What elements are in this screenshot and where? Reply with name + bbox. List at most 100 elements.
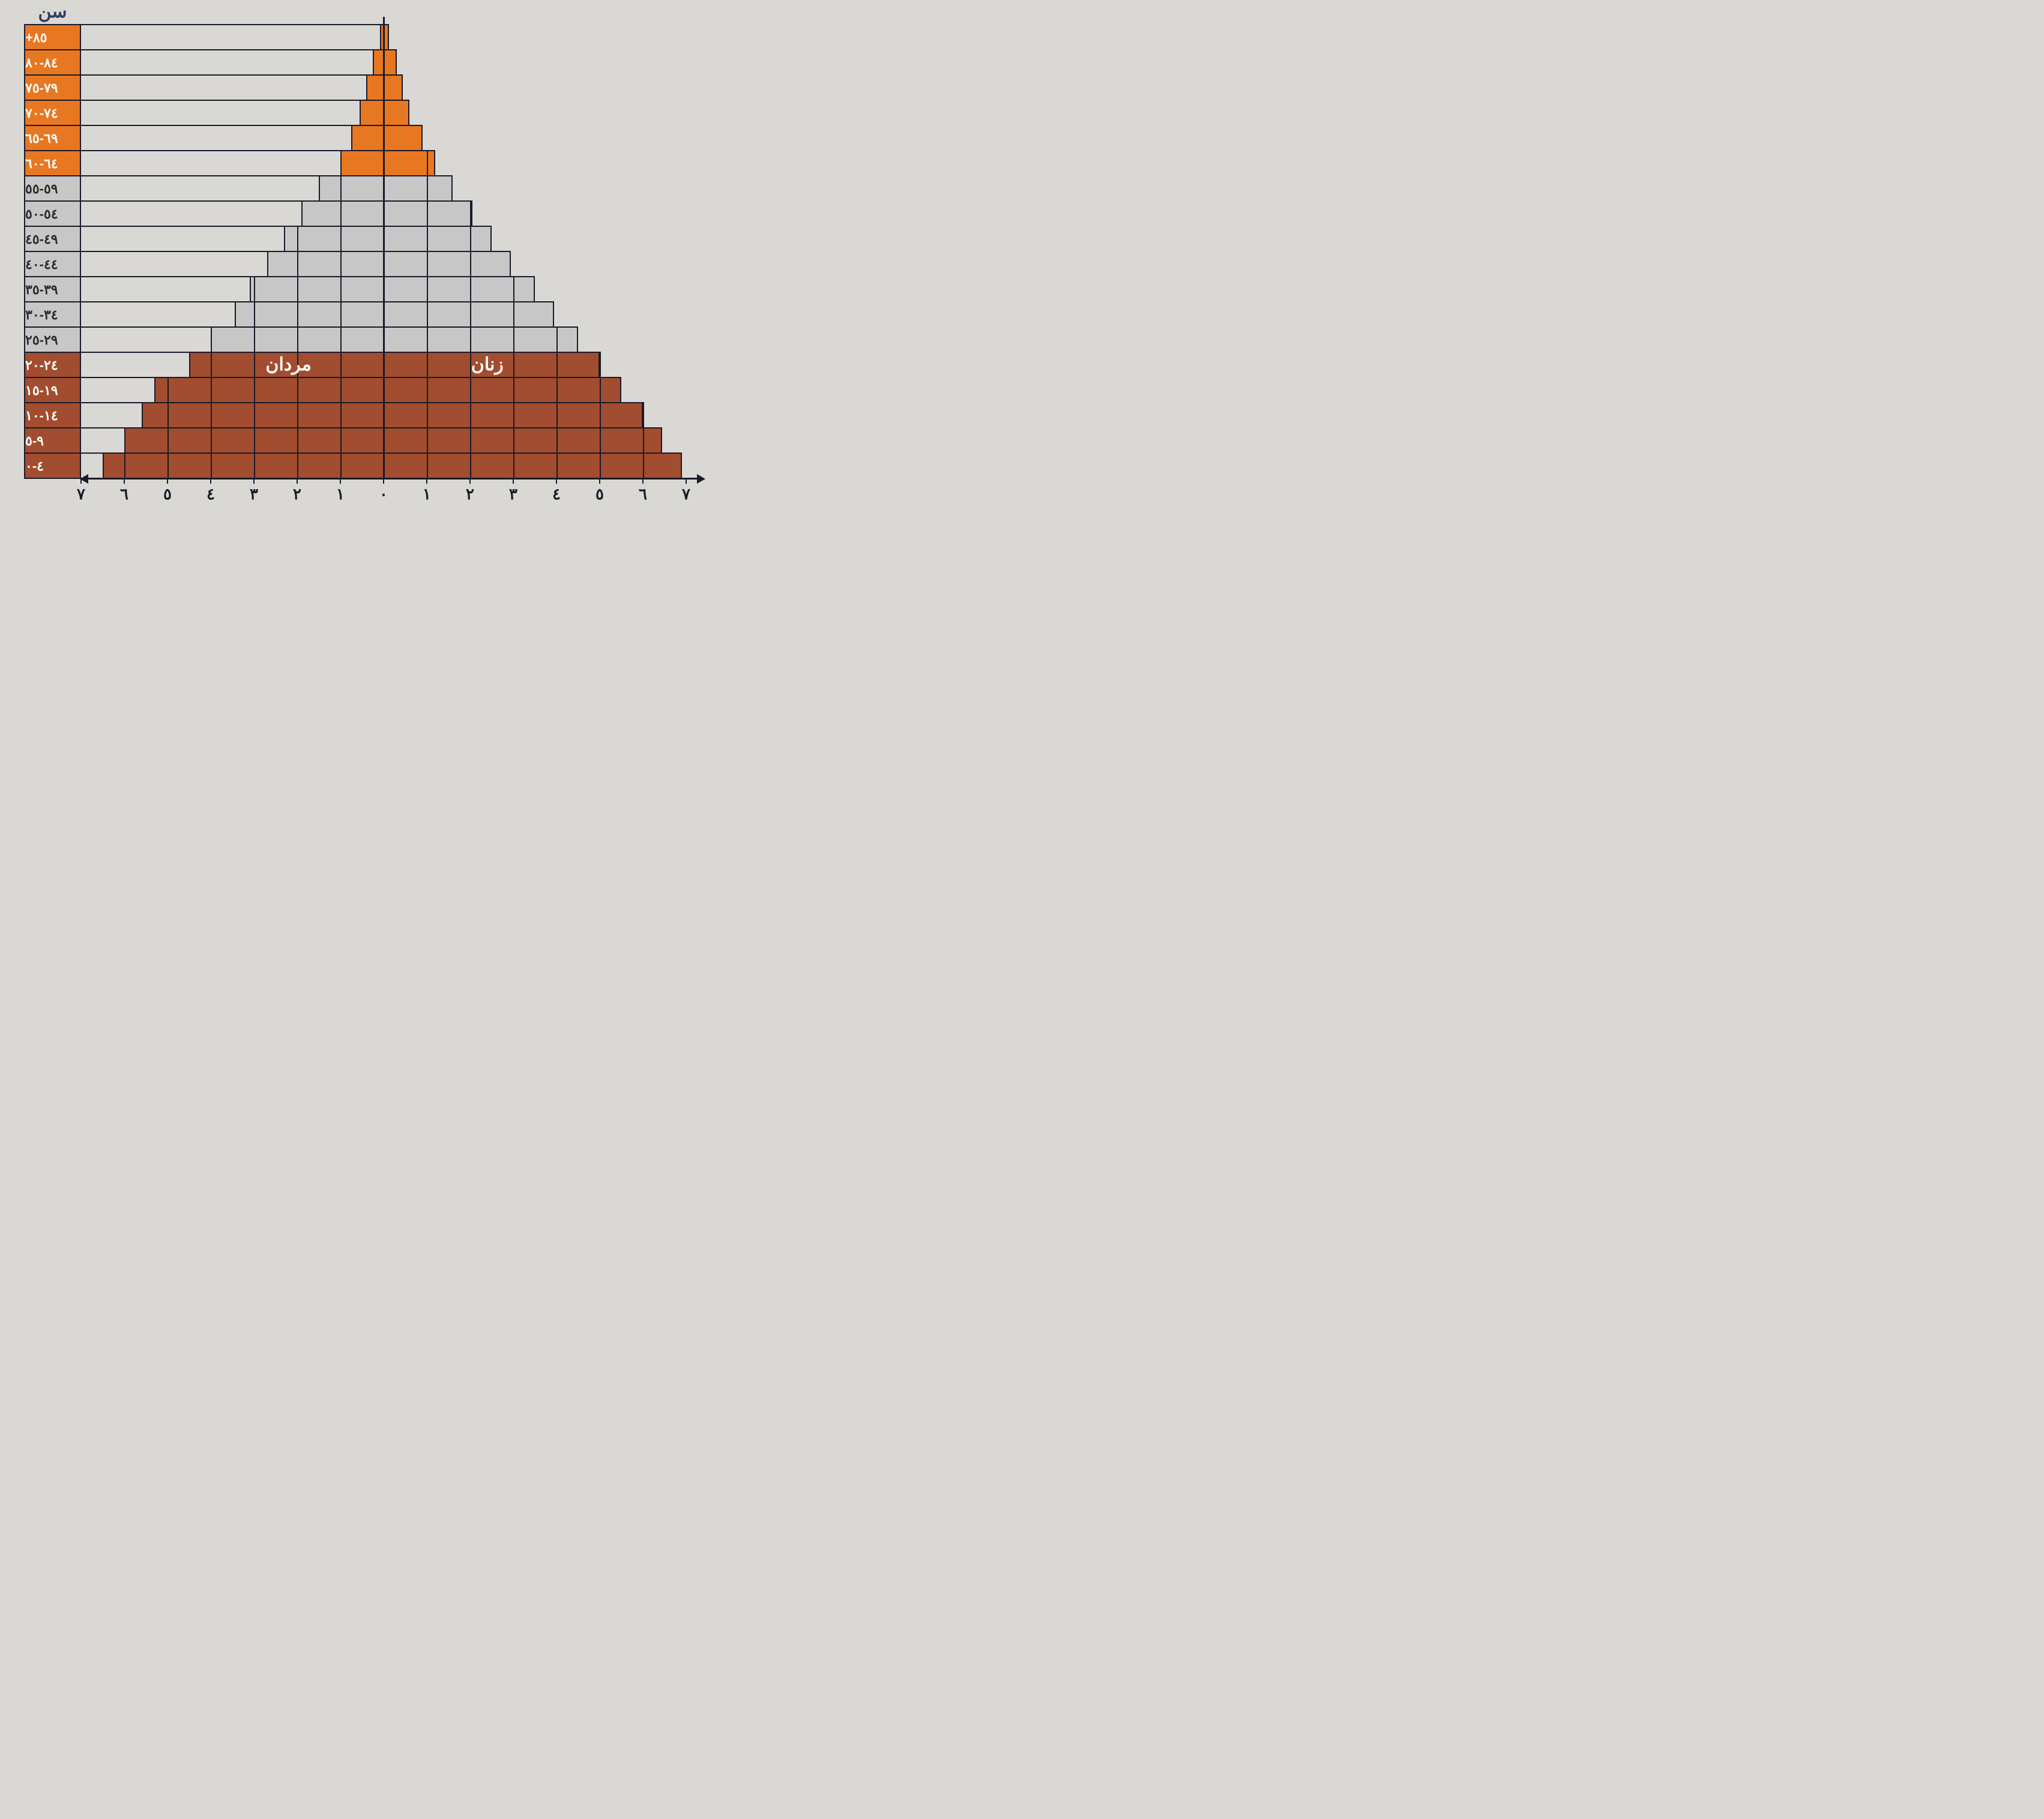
gridline — [427, 326, 428, 353]
connector-line — [81, 175, 319, 176]
center-axis-line — [383, 17, 385, 479]
gridline — [643, 402, 644, 428]
gridline — [340, 276, 342, 302]
gridline — [297, 326, 298, 353]
connector-line — [81, 125, 351, 126]
age-label-text: ٧٠-٧٤ — [25, 106, 58, 121]
x-axis-tick — [80, 478, 82, 484]
age-label: ٥٠-٥٤ — [24, 200, 81, 227]
bar-men — [284, 226, 384, 252]
connector-line — [81, 402, 142, 403]
gridline — [340, 377, 342, 403]
gridline — [167, 427, 169, 454]
gridline — [340, 150, 342, 176]
men-label: مردان — [265, 354, 311, 375]
gridline — [513, 427, 514, 454]
bar-women — [384, 326, 578, 353]
age-label: +٨٥ — [24, 24, 81, 50]
age-label: ٤٥-٤٩ — [24, 226, 81, 252]
x-axis-label: ١ — [423, 485, 431, 504]
connector-line — [81, 49, 373, 50]
gridline — [427, 352, 428, 378]
connector-line — [81, 427, 124, 428]
connector-line — [81, 251, 267, 252]
x-axis-tick — [513, 478, 514, 484]
age-label: ٠-٤ — [24, 452, 81, 479]
age-label: ٧٥-٧٩ — [24, 74, 81, 101]
age-label-text: ٥٠-٥٤ — [25, 206, 58, 222]
x-axis-label: ٤ — [207, 485, 215, 504]
gridline — [600, 452, 601, 479]
x-axis-label: ٣ — [509, 485, 517, 504]
gridline — [556, 352, 558, 378]
bar-women — [384, 301, 554, 328]
connector-line — [81, 74, 366, 76]
gridline — [297, 226, 298, 252]
age-label: ٨٠-٨٤ — [24, 49, 81, 76]
age-label-text: ٦٥-٦٩ — [25, 131, 58, 146]
gridline — [297, 402, 298, 428]
gridline — [340, 352, 342, 378]
age-label: ٦٥-٦٩ — [24, 125, 81, 151]
bar-men — [250, 276, 384, 302]
x-axis-label: ٦ — [120, 485, 128, 504]
age-label-text: ٥٥-٥٩ — [25, 181, 58, 197]
x-axis-label: ١ — [336, 485, 345, 504]
gridline — [470, 226, 471, 252]
gridline — [254, 326, 255, 353]
age-label-text: ٧٥-٧٩ — [25, 80, 58, 96]
connector-line — [81, 226, 284, 227]
age-label-text: ٣٠-٣٤ — [25, 307, 58, 323]
age-label: ٣٥-٣٩ — [24, 276, 81, 302]
age-label: ٦٠-٦٤ — [24, 150, 81, 176]
x-axis-tick — [297, 478, 298, 484]
gridline — [556, 427, 558, 454]
x-axis-tick — [426, 478, 427, 484]
bar-men — [319, 175, 384, 202]
gridline — [427, 200, 428, 227]
gridline — [340, 226, 342, 252]
bar-men — [360, 100, 384, 126]
gridline — [427, 427, 428, 454]
x-axis-label: ٤ — [552, 485, 561, 504]
gridline — [470, 402, 471, 428]
age-label-text: ٨٠-٨٤ — [25, 55, 58, 71]
gridline — [254, 301, 255, 328]
x-axis-label: ٥ — [595, 485, 604, 504]
x-axis-tick — [686, 478, 687, 484]
bar-men — [351, 125, 384, 151]
gridline — [470, 301, 471, 328]
x-axis-tick — [124, 478, 125, 484]
bar-women — [384, 276, 535, 302]
age-label: ١٠-١٤ — [24, 402, 81, 428]
connector-line — [81, 352, 189, 353]
x-axis-tick — [167, 478, 168, 484]
age-label: ٥-٩ — [24, 427, 81, 454]
gridline — [470, 276, 471, 302]
connector-line — [81, 301, 235, 302]
gridline — [167, 402, 169, 428]
label-column-baseline — [24, 478, 81, 479]
age-label-text: ٢٠-٢٤ — [25, 358, 58, 373]
gridline — [513, 352, 514, 378]
gridline — [211, 326, 212, 353]
gridline — [297, 452, 298, 479]
population-pyramid: سن+٨٥٨٠-٨٤٧٥-٧٩٧٠-٧٤٦٥-٦٩٦٠-٦٤٥٥-٥٩٥٠-٥٤… — [24, 24, 704, 514]
x-axis-label: ٧ — [77, 485, 85, 504]
gridline — [297, 377, 298, 403]
gridline — [211, 377, 212, 403]
gridline — [211, 452, 212, 479]
gridline — [427, 175, 428, 202]
gridline — [470, 377, 471, 403]
age-label: ٣٠-٣٤ — [24, 301, 81, 328]
x-axis-tick — [210, 478, 211, 484]
gridline — [297, 427, 298, 454]
gridline — [427, 402, 428, 428]
gridline — [513, 402, 514, 428]
connector-line — [81, 200, 301, 202]
gridline — [297, 276, 298, 302]
age-label-text: ١٠-١٤ — [25, 408, 58, 424]
age-label-text: ١٥-١٩ — [25, 383, 58, 398]
x-axis-label: ٠ — [379, 485, 388, 504]
gridline — [513, 452, 514, 479]
